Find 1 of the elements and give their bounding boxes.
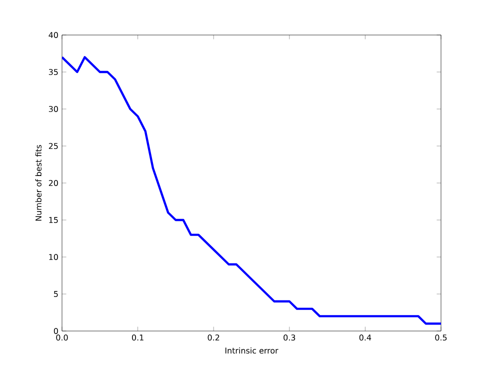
line-series [62,56,441,325]
